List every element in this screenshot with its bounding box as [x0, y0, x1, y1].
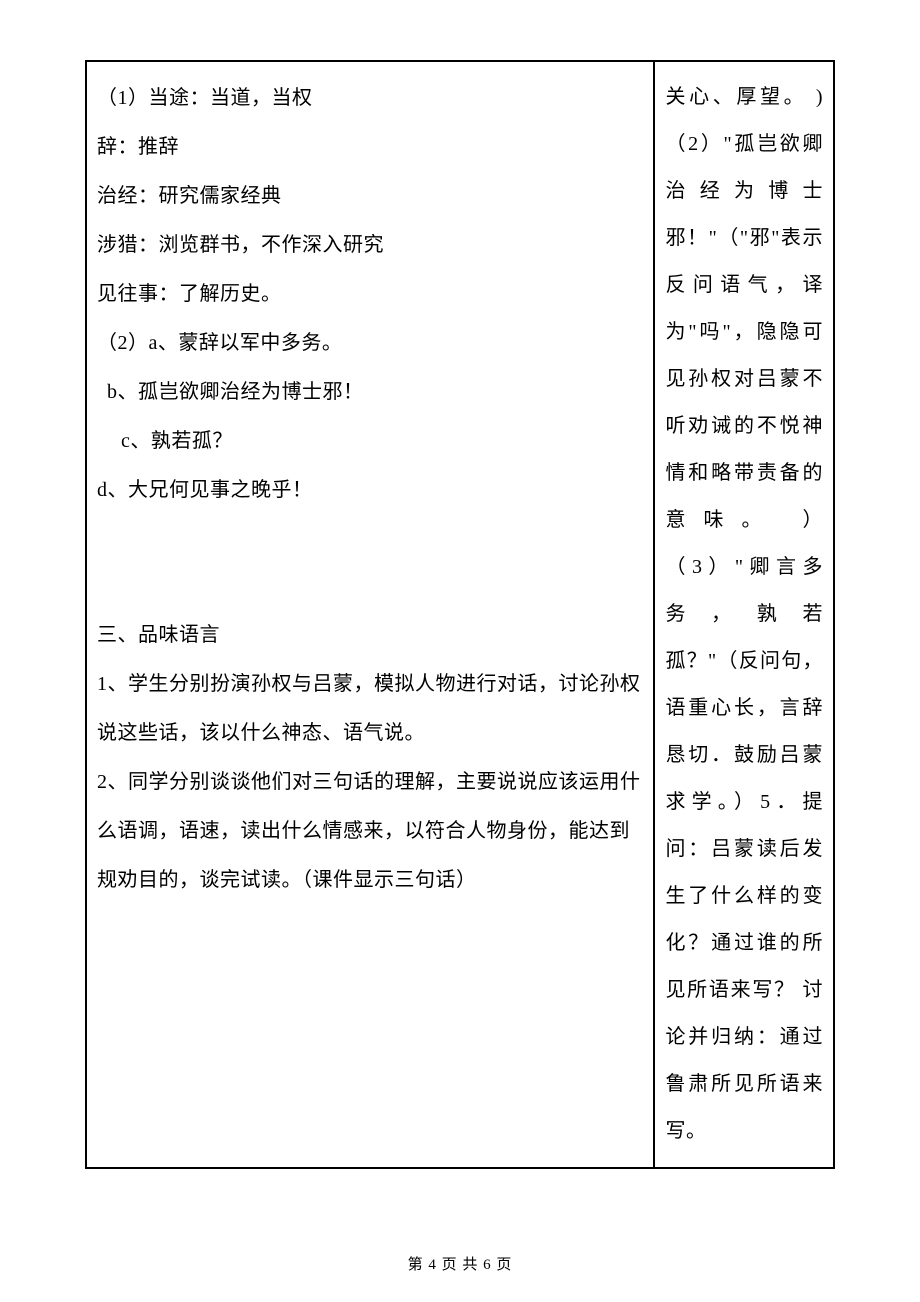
- right-column: 关心、厚望。 )（2）"孤岂欲卿治经为博士邪！"（"邪"表示反问语气，译为"吗"…: [654, 61, 834, 1168]
- spacer: [97, 515, 643, 611]
- example-2b: b、孤岂欲卿治经为博士邪！: [97, 368, 643, 417]
- section-3-title: 三、品味语言: [97, 611, 643, 660]
- example-2c: c、孰若孤？: [97, 417, 643, 466]
- right-content: 关心、厚望。 )（2）"孤岂欲卿治经为博士邪！"（"邪"表示反问语气，译为"吗"…: [665, 74, 823, 1155]
- def-dangtu: （1）当途：当道，当权: [97, 74, 643, 123]
- def-shelie: 涉猎：浏览群书，不作深入研究: [97, 221, 643, 270]
- document-page: （1）当途：当道，当权 辞：推辞 治经：研究儒家经典 涉猎：浏览群书，不作深入研…: [0, 0, 920, 1302]
- def-jianwangshi: 见往事：了解历史。: [97, 270, 643, 319]
- example-2a: （2）a、蒙辞以军中多务。: [97, 319, 643, 368]
- def-ci: 辞：推辞: [97, 123, 643, 172]
- left-column: （1）当途：当道，当权 辞：推辞 治经：研究儒家经典 涉猎：浏览群书，不作深入研…: [86, 61, 654, 1168]
- section-3-p2: 2、同学分别谈谈他们对三句话的理解，主要说说应该运用什么语调，语速，读出什么情感…: [97, 758, 643, 905]
- page-footer: 第 4 页 共 6 页: [0, 1253, 920, 1274]
- left-content: （1）当途：当道，当权 辞：推辞 治经：研究儒家经典 涉猎：浏览群书，不作深入研…: [97, 74, 643, 905]
- example-2d: d、大兄何见事之晚乎！: [97, 466, 643, 515]
- section-3-p1: 1、学生分别扮演孙权与吕蒙，模拟人物进行对话，讨论孙权说这些话，该以什么神态、语…: [97, 660, 643, 758]
- content-table: （1）当途：当道，当权 辞：推辞 治经：研究儒家经典 涉猎：浏览群书，不作深入研…: [85, 60, 835, 1169]
- def-zhijing: 治经：研究儒家经典: [97, 172, 643, 221]
